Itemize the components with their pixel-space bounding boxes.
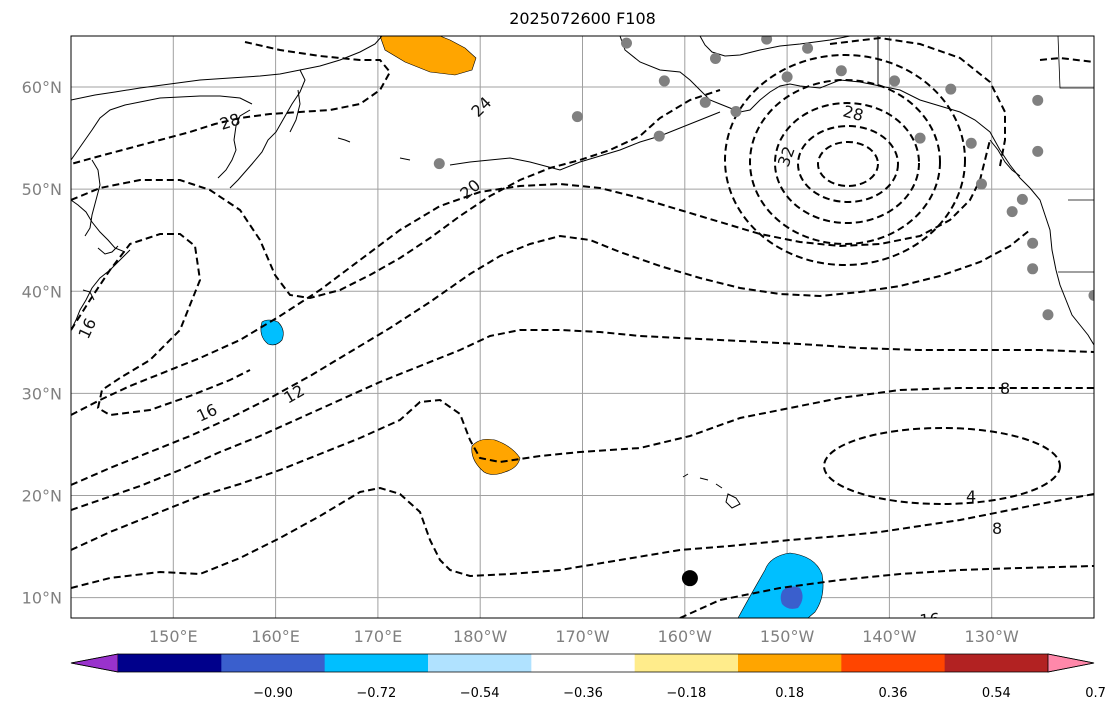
colorbar-bin <box>944 654 1049 672</box>
station-dot <box>653 130 665 142</box>
colorbar-bin <box>738 654 842 672</box>
contours <box>71 36 1094 618</box>
latitude-label: 60°N <box>22 78 62 97</box>
station-markers <box>433 36 1094 321</box>
latitude-label: 30°N <box>22 384 62 403</box>
map-frame <box>70 35 1095 619</box>
longitude-label: 160°E <box>251 627 300 646</box>
anomaly-patch-south <box>737 552 824 618</box>
station-dot <box>1006 206 1018 218</box>
longitude-label: 140°W <box>862 627 917 646</box>
colorbar-tick-label: −0.36 <box>563 686 603 701</box>
anomaly-patches <box>260 36 824 618</box>
storm-marker <box>681 570 698 587</box>
colorbar-bin <box>531 654 636 672</box>
station-dot <box>965 137 977 149</box>
station-dot <box>975 178 987 190</box>
station-dot <box>802 42 814 54</box>
latitude-label: 50°N <box>22 180 62 199</box>
map-title: 2025072600 F108 <box>509 9 656 28</box>
contour-label: 8 <box>992 519 1002 538</box>
colorbar-bin <box>118 654 222 672</box>
station-dot <box>620 37 632 49</box>
contour-label: 16 <box>919 609 941 630</box>
station-dot <box>658 75 670 87</box>
longitude-label: 130°W <box>965 627 1020 646</box>
colorbar-tick-label: −0.90 <box>253 686 293 701</box>
anomaly-patch-kamchatka <box>379 36 477 76</box>
colorbar-extend-high <box>1047 653 1095 673</box>
colorbar-tick-label: 0.72 <box>1085 686 1105 701</box>
station-dot <box>730 106 742 118</box>
longitude-label: 160°W <box>658 627 713 646</box>
longitude-label: 180°W <box>453 627 508 646</box>
longitude-labels: 150°E 160°E 170°E 180°W 170°W 160°W 150°W 140°W… <box>149 627 1019 646</box>
colorbar-tick-label: 0.36 <box>879 686 908 701</box>
station-dot <box>945 83 957 95</box>
colorbar: −0.90 −0.72 −0.54 −0.36 −0.18 0.18 0.36 0.54 0.7… <box>70 653 1105 701</box>
coastlines <box>71 36 1094 509</box>
colorbar-tick-label: −0.72 <box>356 686 396 701</box>
colorbar-bin <box>324 654 429 672</box>
anomaly-patch-dateline <box>471 438 521 475</box>
station-dot <box>1032 94 1044 106</box>
station-dot <box>433 158 445 170</box>
colorbar-tick-label: −0.54 <box>460 686 500 701</box>
colorbar-outline <box>70 653 1095 673</box>
station-dot <box>781 71 793 83</box>
anomaly-patch-south-core <box>780 586 803 609</box>
latitude-label: 10°N <box>22 589 62 608</box>
station-dot <box>1032 145 1044 157</box>
longitude-label: 150°E <box>149 627 198 646</box>
latitude-labels: 60°N 50°N 40°N 30°N 20°N 10°N <box>22 78 62 608</box>
colorbar-tick-label: 0.18 <box>775 686 804 701</box>
station-dot <box>914 132 926 144</box>
colorbar-bin <box>634 654 739 672</box>
colorbar-bin <box>428 654 532 672</box>
station-dot <box>889 75 901 87</box>
station-dot <box>571 111 583 123</box>
station-dot <box>709 52 721 64</box>
latitude-label: 20°N <box>22 486 62 505</box>
colorbar-tick-label: −0.18 <box>666 686 706 701</box>
colorbar-extend-low <box>70 653 119 673</box>
graticule <box>71 36 1094 618</box>
station-dot <box>1027 237 1039 249</box>
contour-label: 28 <box>841 102 866 126</box>
station-dot <box>835 65 847 77</box>
longitude-label: 170°W <box>555 627 610 646</box>
longitude-label: 170°E <box>354 627 403 646</box>
station-dot <box>761 36 773 45</box>
station-dot <box>1016 193 1028 205</box>
longitude-label: 150°W <box>760 627 815 646</box>
colorbar-bin <box>841 654 946 672</box>
station-dot <box>1088 289 1094 301</box>
contour-label: 4 <box>966 487 976 506</box>
station-dot <box>1042 309 1054 321</box>
colorbar-bin <box>221 654 326 672</box>
contour-label: 8 <box>1000 379 1010 398</box>
station-dot <box>1027 263 1039 275</box>
station-dot <box>699 96 711 108</box>
colorbar-tick-label: 0.54 <box>982 686 1011 701</box>
latitude-label: 40°N <box>22 282 62 301</box>
